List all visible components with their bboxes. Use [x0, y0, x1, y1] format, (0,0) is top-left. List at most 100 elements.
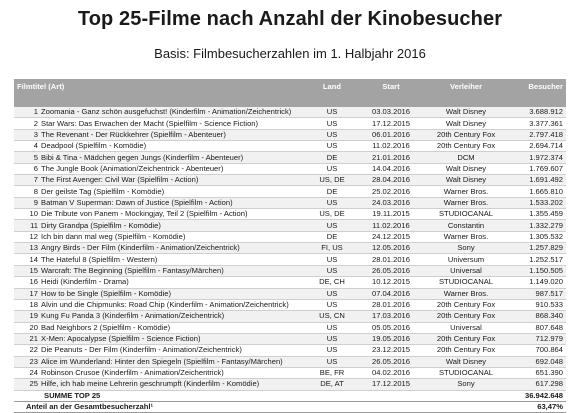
table-row: 10 Die Tribute von Panem - Mockingjay, Te… — [14, 208, 566, 221]
cell-land: US — [304, 288, 360, 300]
film-title: Alvin und die Chipmunks: Road Chip (Kind… — [41, 300, 289, 310]
cell-start: 17.03.2016 — [360, 310, 422, 323]
cell-filmtitel: 14 The Hateful 8 (Spielfilm - Western) — [14, 253, 304, 266]
cell-besucher: 868.340 — [510, 310, 566, 323]
cell-besucher: 1.769.607 — [510, 163, 566, 176]
cell-filmtitel: 21 X-Men: Apocalypse (Spielfilm - Science… — [14, 333, 304, 346]
cell-besucher: 1.252.517 — [510, 253, 566, 266]
cell-besucher: 987.517 — [510, 288, 566, 300]
cell-land: US, CN — [304, 310, 360, 323]
cell-land: DE — [304, 231, 360, 244]
rank-number: 11 — [30, 220, 38, 230]
cell-land: US, DE — [304, 208, 360, 221]
cell-verleiher: 20th Century Fox — [422, 129, 510, 142]
rank-number: 20 — [29, 322, 38, 332]
cell-land: US — [304, 129, 360, 142]
rank-number: 16 — [29, 277, 38, 287]
cell-start: 05.05.2016 — [360, 322, 422, 334]
cell-verleiher: Walt Disney — [422, 117, 510, 130]
cell-start: 19.05.2016 — [360, 333, 422, 346]
cell-filmtitel: 5 Bibi & Tina - Mädchen gegen Jungs (Kind… — [14, 151, 304, 164]
cell-land: US — [304, 253, 360, 266]
cell-besucher: 3.688.912 — [510, 107, 566, 119]
cell-filmtitel: 15 Warcraft: The Beginning (Spielfilm - F… — [14, 265, 304, 278]
table-row: 2 Star Wars: Das Erwachen der Macht (Spie… — [14, 117, 566, 130]
rank-number: 22 — [29, 345, 38, 355]
share-label: Anteil an der Gesamtbesucherzahl¹ — [14, 401, 304, 413]
rank-number: 24 — [29, 368, 38, 378]
cell-verleiher: Warner Bros. — [422, 185, 510, 198]
cell-start: 04.02.2016 — [360, 367, 422, 380]
cell-start: 10.12.2015 — [360, 276, 422, 289]
rank-number: 2 — [33, 118, 38, 128]
cell-filmtitel: 17 How to be Single (Spielfilm - Komödie) — [14, 288, 304, 300]
rank-number: 23 — [29, 356, 38, 366]
summary-value: 36.942.648 — [510, 390, 566, 402]
share-value: 63,47% — [510, 401, 566, 413]
cell-verleiher: Universal — [422, 322, 510, 334]
cell-start: 21.01.2016 — [360, 151, 422, 164]
cell-besucher: 910.533 — [510, 299, 566, 312]
cell-start: 25.02.2016 — [360, 185, 422, 198]
film-title: X-Men: Apocalypse (Spielfilm - Science F… — [41, 334, 201, 344]
table-row: 19 Kung Fu Panda 3 (Kinderfilm - Animatio… — [14, 310, 566, 323]
cell-besucher: 712.979 — [510, 333, 566, 346]
cell-besucher: 1.533.202 — [510, 197, 566, 210]
cell-verleiher: Walt Disney — [422, 174, 510, 187]
film-title: The Hateful 8 (Spielfilm - Western) — [41, 254, 158, 264]
film-title: The Jungle Book (Animation/Zeichentrick … — [41, 163, 224, 173]
cell-besucher: 807.648 — [510, 322, 566, 334]
film-title: Dirty Grandpa (Spielfilm - Komödie) — [41, 220, 161, 230]
table-row: 22 Die Peanuts - Der Film (Kinderfilm - A… — [14, 344, 566, 357]
table-row: 12 Ich bin dann mal weg (Spielfilm - Komö… — [14, 231, 566, 244]
cell-land: US — [304, 322, 360, 334]
rank-number: 14 — [29, 254, 38, 264]
cell-besucher: 3.377.361 — [510, 117, 566, 130]
cell-filmtitel: 1 Zoomania - Ganz schön ausgefuchst! (Kin… — [14, 107, 304, 119]
table-row: 23 Alice im Wunderland: Hinter den Spiege… — [14, 356, 566, 368]
cell-besucher: 1.691.492 — [510, 174, 566, 187]
cell-filmtitel: 2 Star Wars: Das Erwachen der Macht (Spie… — [14, 117, 304, 130]
film-table-container: Filmtitel (Art) Land Start Verleiher Bes… — [14, 79, 566, 413]
cell-start: 11.02.2016 — [360, 219, 422, 232]
cell-verleiher: STUDIOCANAL — [422, 208, 510, 221]
header-start: Start — [360, 79, 422, 107]
cell-start: 19.11.2015 — [360, 208, 422, 221]
film-title: Heidi (Kinderfilm - Drama) — [41, 277, 129, 287]
table-row: 17 How to be Single (Spielfilm - Komödie)… — [14, 288, 566, 300]
table-row: 11 Dirty Grandpa (Spielfilm - Komödie) US 1… — [14, 219, 566, 232]
cell-verleiher: Warner Bros. — [422, 288, 510, 300]
cell-filmtitel: 13 Angry Birds - Der Film (Kinderfilm - A… — [14, 242, 304, 255]
cell-verleiher: Universum — [422, 253, 510, 266]
cell-start: 03.03.2016 — [360, 107, 422, 119]
cell-besucher: 1.257.829 — [510, 242, 566, 255]
cell-filmtitel: 4 Deadpool (Spielfilm - Komödie) — [14, 140, 304, 153]
film-table: Filmtitel (Art) Land Start Verleiher Bes… — [14, 79, 566, 413]
summary-spacer — [422, 390, 510, 402]
summary-label: SUMME TOP 25 — [14, 390, 304, 402]
rank-number: 7 — [33, 175, 38, 185]
summary-row: SUMME TOP 25 36.942.648 — [14, 390, 566, 402]
cell-verleiher: 20th Century Fox — [422, 299, 510, 312]
cell-verleiher: 20th Century Fox — [422, 344, 510, 357]
cell-land: DE — [304, 151, 360, 164]
cell-besucher: 651.390 — [510, 367, 566, 380]
table-row: 4 Deadpool (Spielfilm - Komödie) US 11.02.2… — [14, 140, 566, 153]
cell-filmtitel: 23 Alice im Wunderland: Hinter den Spiege… — [14, 356, 304, 368]
cell-land: US — [304, 265, 360, 278]
film-title: Robinson Crusoe (Kinderfilm - Animation/… — [41, 368, 224, 378]
table-row: 18 Alvin und die Chipmunks: Road Chip (Ki… — [14, 299, 566, 312]
cell-verleiher: Universal — [422, 265, 510, 278]
cell-filmtitel: 20 Bad Neighbors 2 (Spielfilm - Komödie) — [14, 322, 304, 334]
table-row: 5 Bibi & Tina - Mädchen gegen Jungs (Kind… — [14, 151, 566, 164]
film-title: Star Wars: Das Erwachen der Macht (Spiel… — [41, 118, 259, 128]
rank-number: 9 — [33, 197, 38, 207]
cell-filmtitel: 8 Der geilste Tag (Spielfilm - Komödie) — [14, 185, 304, 198]
table-row: 20 Bad Neighbors 2 (Spielfilm - Komödie) U… — [14, 322, 566, 334]
rank-number: 19 — [29, 311, 38, 321]
table-row: 6 The Jungle Book (Animation/Zeichentrick… — [14, 163, 566, 176]
film-title: The First Avenger: Civil War (Spielfilm … — [41, 175, 199, 185]
table-header-row: Filmtitel (Art) Land Start Verleiher Bes… — [14, 79, 566, 107]
share-row: Anteil an der Gesamtbesucherzahl¹ 63,47% — [14, 401, 566, 413]
film-title: Batman V Superman: Dawn of Justice (Spie… — [41, 197, 233, 207]
